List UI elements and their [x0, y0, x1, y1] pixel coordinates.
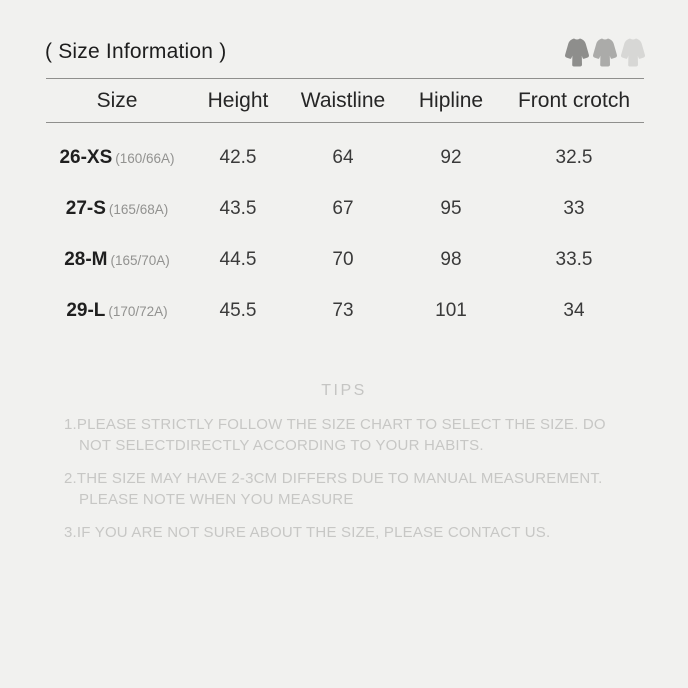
tips-list: 1.PLEASE STRICTLY FOLLOW THE SIZE CHART …: [64, 414, 664, 543]
table-row: 26-XS (160/66A) 42.5 64 92 32.5: [46, 123, 644, 184]
size-spec: (160/66A): [115, 150, 175, 166]
tip-item: 1.PLEASE STRICTLY FOLLOW THE SIZE CHART …: [64, 414, 664, 456]
tips-heading: TIPS: [321, 382, 367, 399]
front-crotch-cell: 33.5: [555, 248, 593, 270]
garment-icons: [564, 37, 646, 68]
height-cell: 43.5: [219, 197, 257, 219]
size-spec: (170/72A): [108, 303, 168, 319]
size-spec: (165/68A): [108, 201, 169, 217]
column-header-front-crotch: Front crotch: [517, 88, 631, 112]
tip-line: 1.PLEASE STRICTLY FOLLOW THE SIZE CHART …: [64, 416, 606, 433]
table-header-row: Size Height Waistline Hipline Front crot…: [46, 78, 644, 123]
tip-line: 2.THE SIZE MAY HAVE 2-3CM DIFFERS DUE TO…: [64, 470, 603, 487]
size-cell: 28-M (165/70A): [46, 234, 188, 285]
size-spec: (165/70A): [110, 252, 170, 268]
panel-header: ( Size Information ): [0, 0, 688, 68]
size-code: 28-M: [64, 248, 108, 270]
column-header-height: Height: [207, 88, 269, 112]
height-cell: 45.5: [219, 299, 257, 321]
size-code: 26-XS: [59, 146, 113, 168]
hipline-cell: 98: [440, 248, 462, 270]
hipline-cell: 101: [435, 299, 467, 321]
front-crotch-cell: 32.5: [555, 146, 593, 168]
garment-icon-light: [620, 38, 646, 66]
page-title: ( Size Information ): [45, 40, 227, 63]
size-cell: 27-S (165/68A): [46, 183, 188, 234]
tip-item: 2.THE SIZE MAY HAVE 2-3CM DIFFERS DUE TO…: [64, 468, 664, 510]
size-code: 29-L: [66, 299, 106, 321]
column-header-size: Size: [96, 88, 138, 112]
height-cell: 44.5: [219, 248, 257, 270]
tip-line: NOT SELECTDIRECTLY ACCORDING TO YOUR HAB…: [79, 437, 484, 454]
size-cell: 26-XS (160/66A): [46, 123, 188, 184]
column-header-waistline: Waistline: [300, 88, 386, 112]
front-crotch-cell: 34: [563, 299, 585, 321]
size-table: Size Height Waistline Hipline Front crot…: [46, 78, 644, 336]
size-code: 27-S: [65, 197, 106, 219]
column-header-hipline: Hipline: [418, 88, 484, 112]
waistline-cell: 70: [332, 248, 354, 270]
waistline-cell: 64: [332, 146, 354, 168]
hipline-cell: 92: [440, 146, 462, 168]
front-crotch-cell: 33: [563, 197, 585, 219]
size-cell: 29-L (170/72A): [46, 285, 188, 336]
garment-icon-dark: [564, 38, 590, 66]
hipline-cell: 95: [440, 197, 462, 219]
garment-icon-medium: [592, 38, 618, 66]
table-row: 28-M (165/70A) 44.5 70 98 33.5: [46, 234, 644, 285]
tip-item: 3.IF YOU ARE NOT SURE ABOUT THE SIZE, PL…: [64, 522, 664, 543]
tip-line: 3.IF YOU ARE NOT SURE ABOUT THE SIZE, PL…: [64, 524, 551, 541]
waistline-cell: 67: [332, 197, 354, 219]
table-row: 27-S (165/68A) 43.5 67 95 33: [46, 183, 644, 234]
waistline-cell: 73: [332, 299, 354, 321]
table-row: 29-L (170/72A) 45.5 73 101 34: [46, 285, 644, 336]
tip-line: PLEASE NOTE WHEN YOU MEASURE: [79, 491, 354, 508]
height-cell: 42.5: [219, 146, 257, 168]
